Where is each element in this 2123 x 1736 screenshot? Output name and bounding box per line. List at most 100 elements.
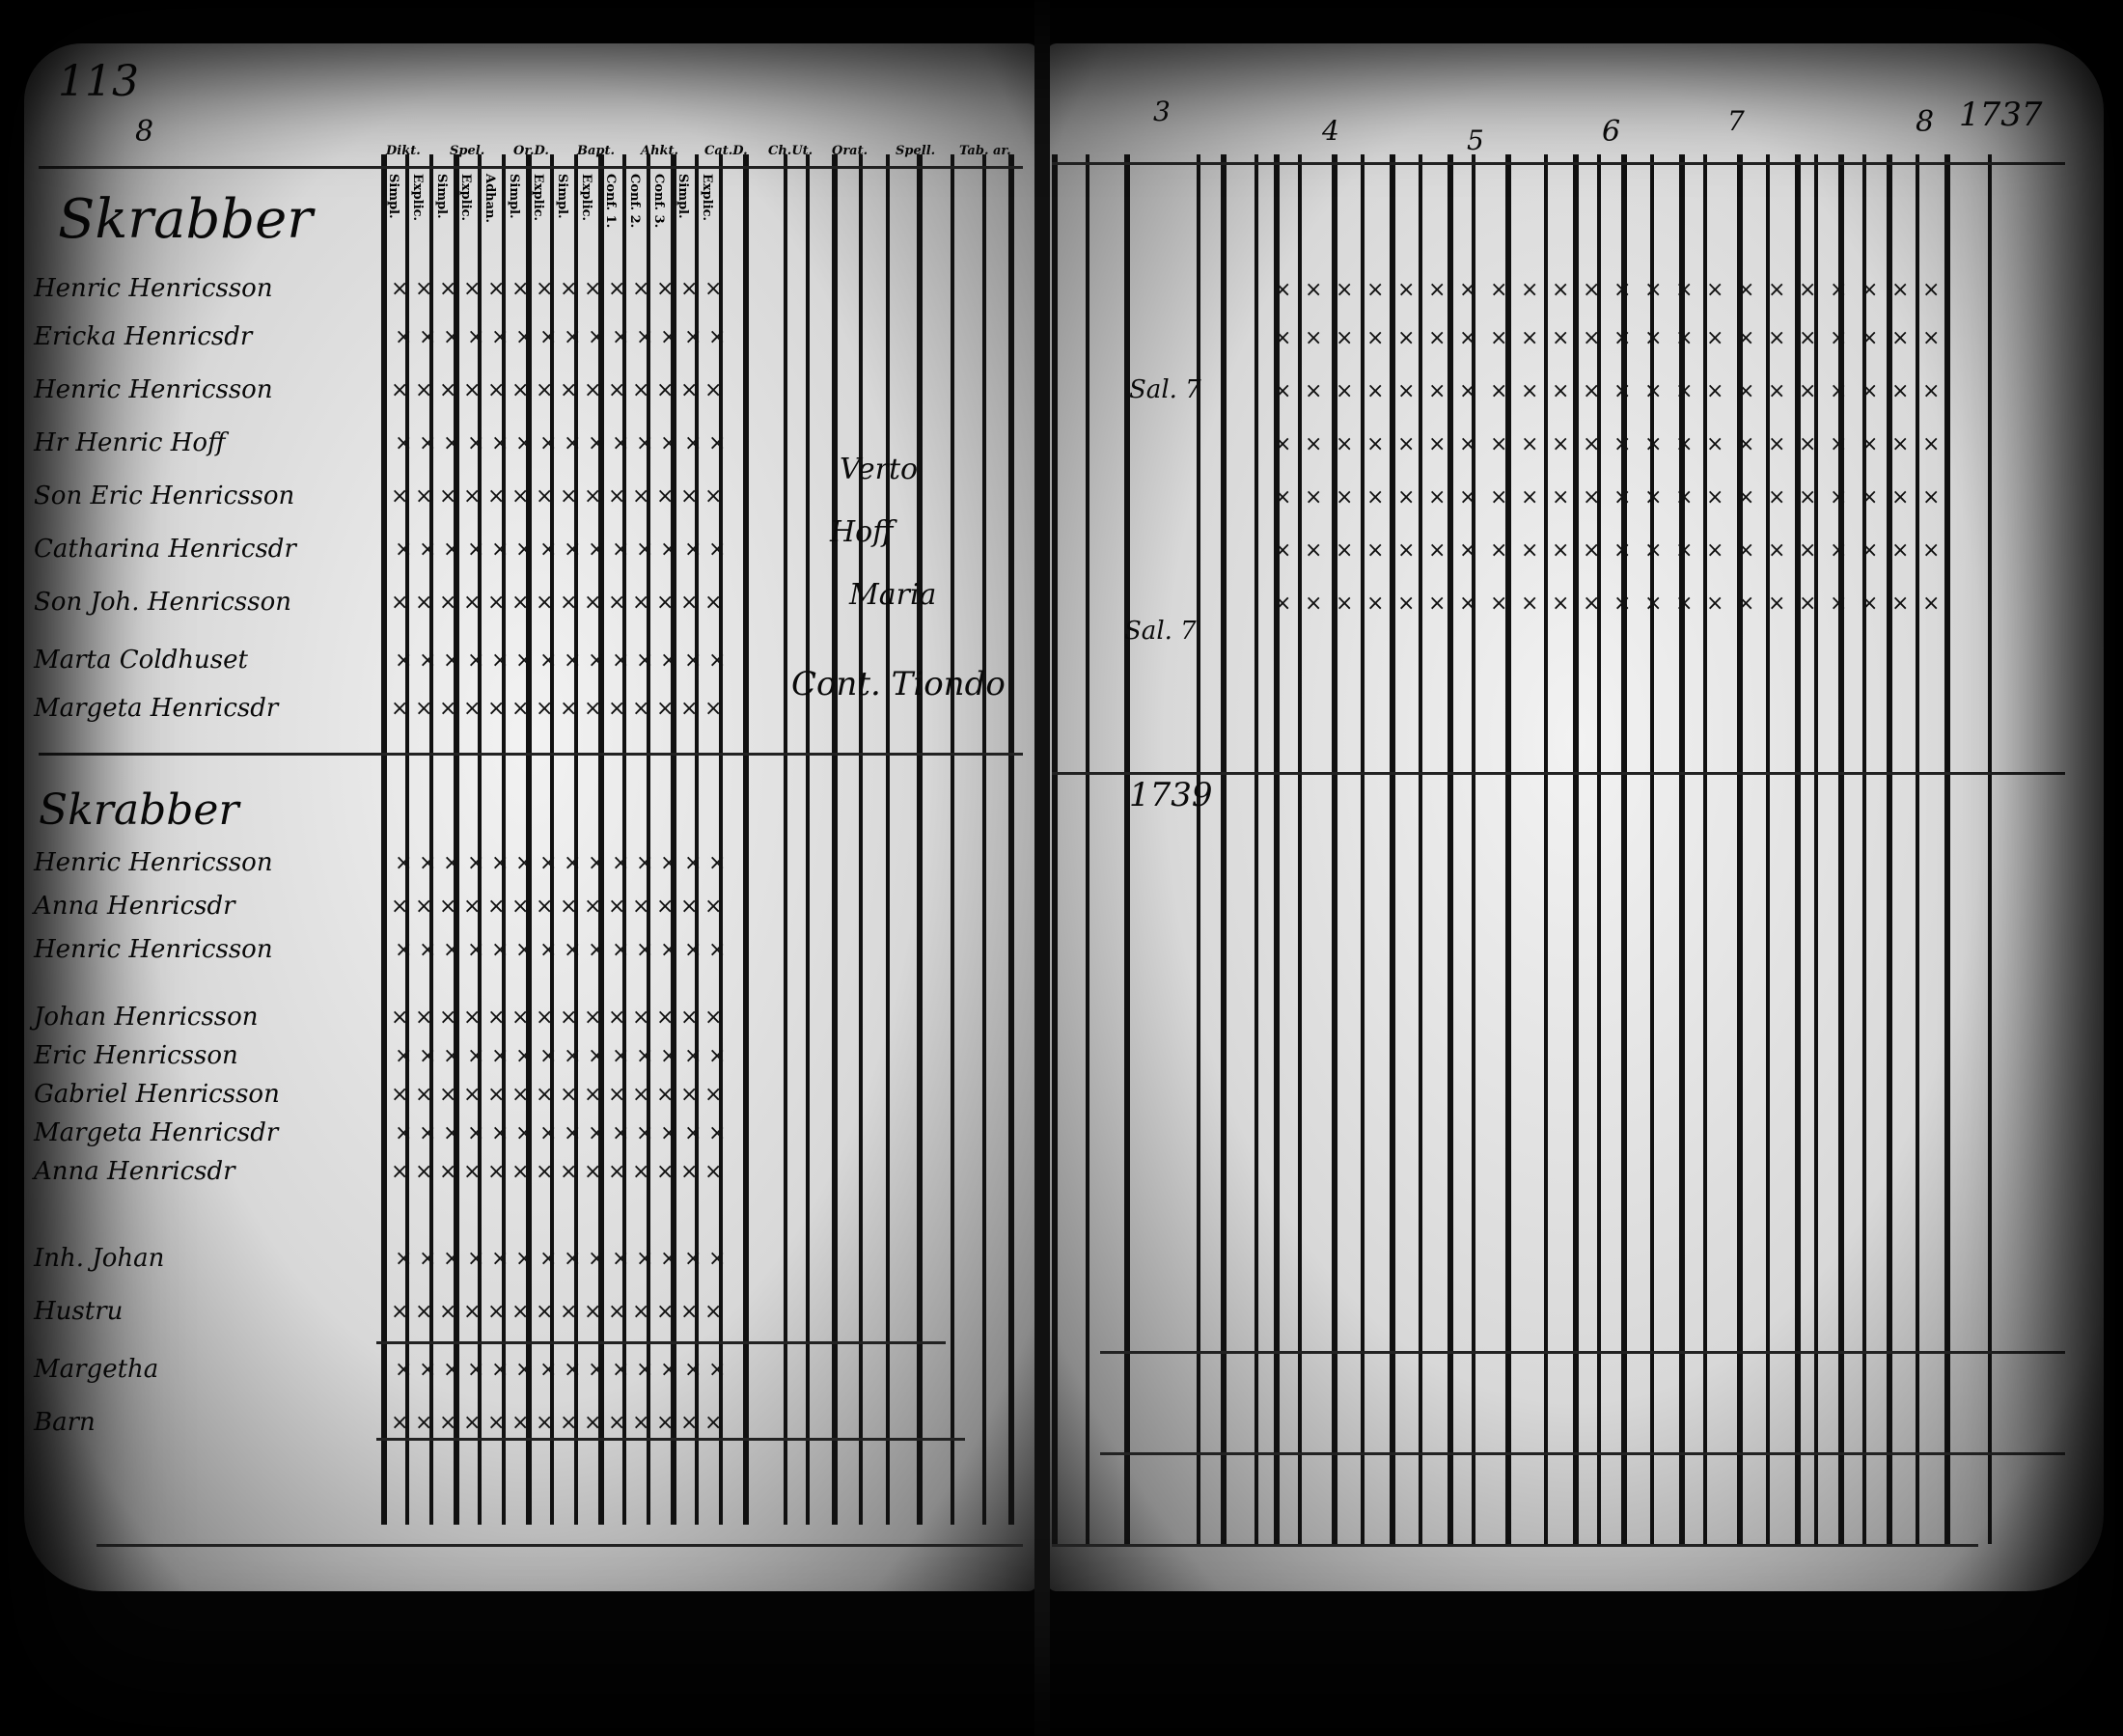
check-mark: ×	[1305, 379, 1323, 403]
check-mark: ×	[491, 431, 510, 455]
check-mark: ×	[608, 697, 626, 721]
check-mark: ×	[684, 1247, 703, 1271]
check-mark: ×	[1490, 326, 1508, 350]
column-number: 4	[1322, 115, 1339, 147]
check-mark: ×	[515, 1247, 534, 1271]
check-mark: ×	[1428, 485, 1447, 510]
check-mark: ×	[588, 648, 606, 673]
check-mark: ×	[395, 325, 413, 349]
check-mark: ×	[1644, 326, 1663, 350]
check-mark: ×	[612, 537, 630, 562]
check-mark: ×	[1428, 379, 1447, 403]
check-mark: ×	[1675, 538, 1694, 563]
section-heading-2: Skrabber	[39, 785, 239, 835]
check-mark: ×	[1675, 278, 1694, 302]
check-mark: ×	[1552, 592, 1570, 616]
total-rule	[376, 1341, 946, 1344]
check-mark: ×	[487, 591, 506, 615]
check-mark: ×	[660, 1358, 678, 1382]
check-mark: ×	[1521, 432, 1539, 456]
check-mark: ×	[708, 431, 727, 455]
check-mark: ×	[415, 1300, 433, 1324]
check-mark: ×	[1861, 485, 1879, 510]
check-mark: ×	[1274, 592, 1292, 616]
check-mark: ×	[632, 591, 650, 615]
column-number: 3	[1153, 96, 1171, 127]
check-mark: ×	[515, 1121, 534, 1145]
check-mark: ×	[487, 697, 506, 721]
section-rule	[1052, 772, 2065, 775]
column-rule	[1887, 154, 1892, 1544]
note: Sal. 7	[1124, 617, 1197, 646]
name-entry: Margeta Henricsdr	[34, 694, 279, 723]
check-mark: ×	[1706, 538, 1724, 563]
check-mark: ×	[684, 1044, 703, 1068]
check-mark: ×	[680, 1006, 699, 1030]
check-mark: ×	[584, 1083, 602, 1107]
check-mark: ×	[1891, 592, 1910, 616]
check-mark: ×	[539, 1044, 558, 1068]
check-mark: ×	[632, 378, 650, 402]
check-mark: ×	[1891, 432, 1910, 456]
column-rule	[917, 154, 923, 1525]
check-mark: ×	[1521, 538, 1539, 563]
check-mark: ×	[536, 1411, 554, 1435]
check-mark: ×	[1336, 326, 1354, 350]
check-mark: ×	[1613, 592, 1632, 616]
name-entry: Johan Henricsson	[34, 1003, 259, 1032]
check-mark: ×	[1428, 592, 1447, 616]
check-mark: ×	[608, 895, 626, 919]
check-mark: ×	[560, 1160, 578, 1184]
sub-header: Simpl.	[386, 174, 400, 219]
check-mark: ×	[511, 1300, 530, 1324]
column-rule	[1274, 154, 1280, 1544]
column-rule	[671, 154, 676, 1525]
name-entry: Marta Coldhuset	[34, 646, 248, 675]
check-mark: ×	[1891, 538, 1910, 563]
check-mark: ×	[684, 325, 703, 349]
check-mark: ×	[1305, 432, 1323, 456]
date-note: 8	[1916, 105, 1935, 139]
check-mark: ×	[612, 851, 630, 875]
check-mark: ×	[439, 484, 457, 509]
check-mark: ×	[704, 1411, 723, 1435]
column-rule	[1197, 154, 1200, 1544]
check-mark: ×	[443, 851, 461, 875]
check-mark: ×	[1644, 538, 1663, 563]
check-mark: ×	[564, 1121, 582, 1145]
check-mark: ×	[415, 1160, 433, 1184]
column-rule	[1390, 154, 1395, 1544]
check-mark: ×	[680, 591, 699, 615]
check-mark: ×	[632, 484, 650, 509]
sub-header: Adhan.	[482, 174, 497, 224]
check-mark: ×	[439, 1411, 457, 1435]
check-mark: ×	[1366, 592, 1385, 616]
check-mark: ×	[1366, 326, 1385, 350]
check-mark: ×	[487, 1300, 506, 1324]
check-mark: ×	[1552, 278, 1570, 302]
check-mark: ×	[612, 1044, 630, 1068]
check-mark: ×	[1799, 379, 1817, 403]
section-rule	[39, 753, 1023, 756]
check-mark: ×	[443, 938, 461, 962]
check-mark: ×	[564, 648, 582, 673]
check-mark: ×	[443, 1358, 461, 1382]
name-entry: Anna Henricsdr	[34, 1157, 235, 1186]
check-mark: ×	[680, 1411, 699, 1435]
check-mark: ×	[704, 1160, 723, 1184]
name-entry: Hustru	[34, 1297, 124, 1326]
check-mark: ×	[1521, 592, 1539, 616]
check-mark: ×	[632, 1006, 650, 1030]
check-mark: ×	[536, 895, 554, 919]
check-mark: ×	[708, 648, 727, 673]
check-mark: ×	[463, 1160, 482, 1184]
check-mark: ×	[1768, 432, 1786, 456]
check-mark: ×	[511, 1411, 530, 1435]
check-mark: ×	[491, 1358, 510, 1382]
check-mark: ×	[419, 851, 437, 875]
sub-header: Explic.	[700, 174, 714, 222]
check-mark: ×	[588, 325, 606, 349]
check-mark: ×	[560, 697, 578, 721]
column-rule	[1703, 154, 1707, 1544]
check-mark: ×	[1274, 326, 1292, 350]
